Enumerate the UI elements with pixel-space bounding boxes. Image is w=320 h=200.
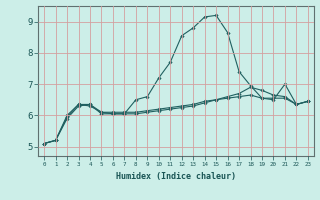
X-axis label: Humidex (Indice chaleur): Humidex (Indice chaleur) xyxy=(116,172,236,181)
